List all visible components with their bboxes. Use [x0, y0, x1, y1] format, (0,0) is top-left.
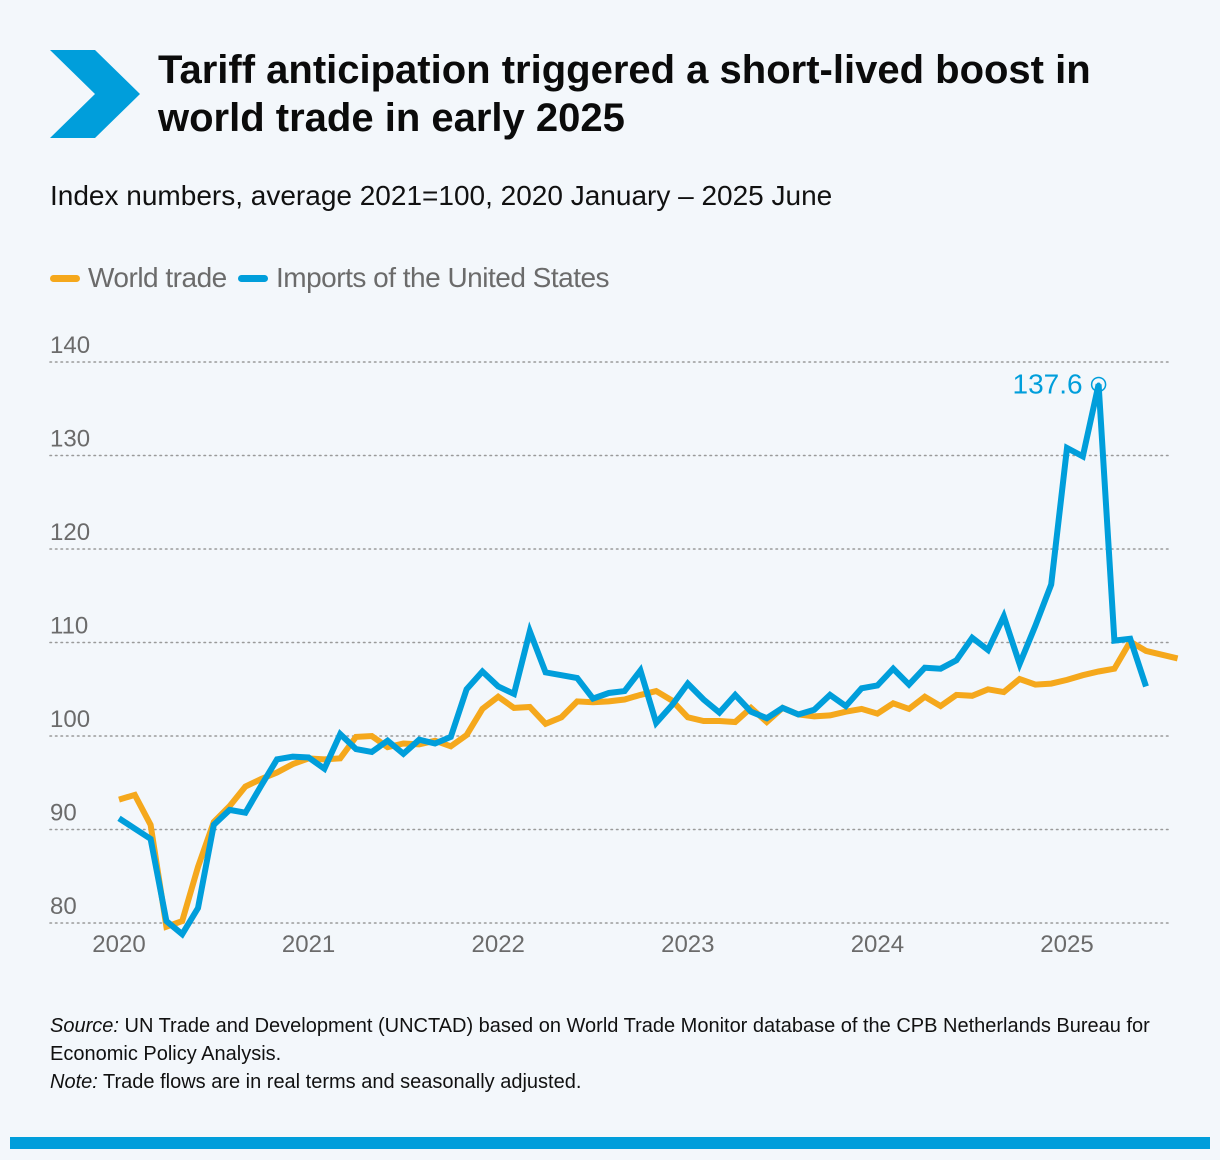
y-tick-label: 110: [50, 613, 88, 640]
x-tick-label: 2024: [851, 931, 904, 958]
y-tick-label: 90: [50, 800, 77, 827]
y-tick-label: 130: [50, 426, 90, 453]
x-tick-label: 2021: [282, 931, 335, 958]
x-tick-label: 2023: [661, 931, 714, 958]
x-tick-label: 2022: [472, 931, 525, 958]
source-note: Source: UN Trade and Development (UNCTAD…: [50, 1015, 1150, 1065]
annotation-label: 137.6: [1013, 368, 1083, 399]
series-line-us-imports: [117, 383, 1149, 939]
legend-item-world-trade: World trade: [50, 262, 227, 294]
legend-label-world-trade: World trade: [88, 262, 227, 293]
chart-subtitle: Index numbers, average 2021=100, 2020 Ja…: [50, 180, 833, 211]
legend-swatch-world-trade: [50, 274, 80, 282]
y-tick-label: 100: [50, 706, 90, 733]
y-tick-label: 140: [50, 332, 90, 359]
page-title: Tariff anticipation triggered a short-li…: [158, 48, 1091, 140]
y-tick-label: 120: [50, 519, 90, 546]
legend-item-us-imports: Imports of the United States: [238, 262, 610, 294]
note-text: Note: Trade flows are in real terms and …: [50, 1071, 582, 1093]
series-line-world-trade: [118, 637, 1179, 931]
chart-footnote: Source: UN Trade and Development (UNCTAD…: [50, 1012, 1170, 1096]
legend-label-us-imports: Imports of the United States: [276, 262, 610, 293]
legend-swatch-us-imports: [238, 274, 268, 282]
annotation-marker: [1090, 376, 1107, 393]
x-tick-label: 2020: [92, 931, 145, 958]
bottom-accent-bar: [10, 1137, 1210, 1149]
y-tick-label: 80: [50, 893, 77, 920]
source-label: Source:: [50, 1015, 119, 1037]
x-tick-label: 2025: [1040, 931, 1093, 958]
note-label: Note:: [50, 1071, 98, 1093]
line-chart: 80 90 100 110 120 130 140 2020 2021 2022 2023 2024 2…: [49, 332, 1179, 958]
chevron-logo-icon: [50, 50, 140, 138]
annotation-marker-dot: [1096, 382, 1101, 387]
